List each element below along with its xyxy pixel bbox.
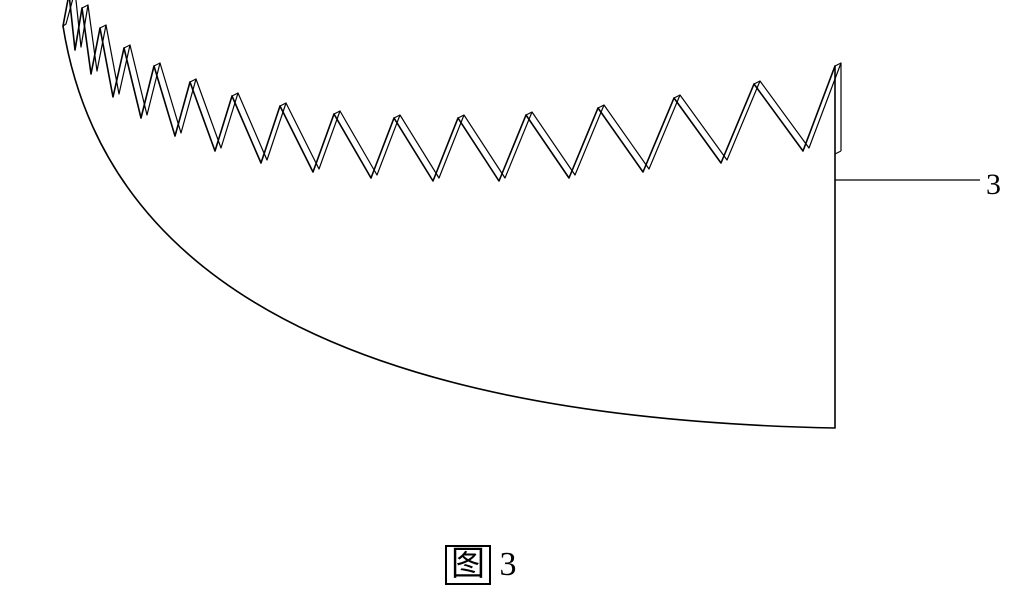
- figure-caption-suffix: 3: [491, 546, 517, 583]
- diagram-svg: [0, 0, 1021, 616]
- callout-label-3-text: 3: [986, 168, 1001, 201]
- figure-caption: 图 3: [445, 545, 517, 585]
- figure-caption-boxed: 图: [445, 545, 491, 585]
- callout-label-3: 3: [986, 168, 1001, 202]
- diagram-stage: 3 图 3: [0, 0, 1021, 616]
